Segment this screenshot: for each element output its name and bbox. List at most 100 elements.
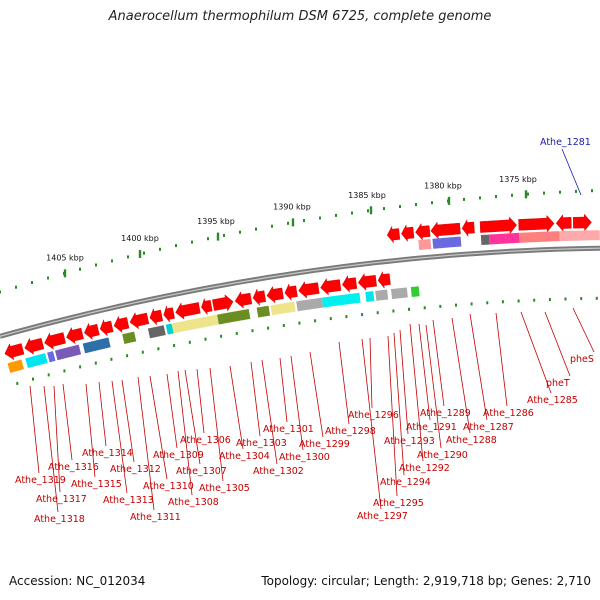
gene-arrow [386,225,401,244]
outer-tick-mark [191,240,193,244]
feature-color-block [25,353,48,369]
inner-tick-mark [94,361,97,365]
feature-color-block [270,301,296,316]
inner-tick-mark [486,301,489,305]
outer-tick-mark [143,251,145,255]
outer-tick-mark [463,197,465,201]
gene-label: Athe_1286 [483,408,534,419]
scale-label: 1390 kbp [273,203,311,212]
label-leader-line [572,307,595,353]
outer-tick-mark [175,244,177,248]
gene-arrow [415,222,431,241]
outer-tick-mark [287,221,289,225]
feature-color-block [432,236,462,249]
outer-tick-ring [0,189,593,294]
feature-color-block [7,359,24,373]
map-title: Anaerocellum thermophilum DSM 6725, comp… [108,9,492,24]
gene-arrow [84,322,100,340]
inner-tick-mark [595,296,598,300]
label-leader-line [425,324,442,449]
gene-label: Athe_1296 [348,410,399,421]
inner-tick-mark [470,302,473,306]
gene-label: Athe_1294 [380,477,431,488]
inner-tick-mark [501,300,504,304]
gene-label: Athe_1318 [34,514,85,525]
feature-color-block [296,297,324,312]
gene-arrow [518,214,555,233]
label-leader-line [85,383,96,478]
outer-tick-mark [127,255,129,259]
label-leader-line [43,385,59,513]
label-leader-line [250,361,261,437]
accession-label: Accession: [9,574,73,588]
inner-tick-mark [220,334,223,338]
label-leader-line [338,341,350,425]
gene-label: Athe_1297 [357,511,408,522]
gene-label: Athe_1312 [110,464,161,475]
outer-tick-mark [159,247,161,251]
gene-label: Athe_1314 [82,448,133,459]
inner-tick-mark [298,321,301,325]
feature-color-block [47,351,56,363]
gene-track [4,213,593,361]
outer-tick-mark [415,203,417,207]
gene-label: Athe_1300 [279,452,330,463]
gene-label: Athe_1316 [48,462,99,473]
inner-tick-ring [16,296,598,385]
label-leader-line [62,383,73,461]
label-leader-line [290,355,304,451]
outer-tick-mark [527,192,529,196]
genome-summary: Topology: circular; Length: 2,919,718 bp… [261,574,591,588]
outer-tick-mark [399,205,401,208]
gene-label: Athe_1295 [373,498,424,509]
label-leader-line [309,351,324,438]
label-leader-line [177,370,193,496]
outer-tick-mark [479,196,481,200]
outer-tick-mark [367,209,369,213]
inner-tick-mark [548,298,551,302]
inner-tick-mark [47,373,50,377]
length-separator: ; [502,574,511,588]
gene-label: Athe_1304 [219,451,270,462]
outer-tick-mark [207,237,209,241]
inner-tick-mark [79,365,82,369]
label-leader-line [469,313,488,421]
label-leader-line [209,367,224,482]
label-leader-line [418,323,431,421]
inner-tick-mark [16,381,19,385]
inner-tick-mark [361,313,364,317]
inner-tick-mark [439,304,442,308]
gene-label: Athe_1315 [71,479,122,490]
outer-tick-mark [15,285,17,289]
gene-label: Athe_1287 [463,422,514,433]
gene-arrow [555,214,572,232]
accession-value: NC_012034 [76,574,146,588]
genes-value: 2,710 [556,574,591,588]
gene-label: Athe_1290 [417,450,468,461]
feature-color-block [82,337,111,354]
gene-label: Athe_1317 [36,494,87,505]
feature-color-block [217,309,251,325]
gene-label: Athe_1293 [384,436,435,447]
genes-label: Genes: [510,574,553,588]
gene-arrow [252,288,267,307]
gene-arrow [479,216,517,235]
label-leader-line [561,148,582,196]
inner-tick-mark [455,303,457,307]
inner-tick-mark [110,357,113,361]
outer-tick-mark [271,224,273,228]
scale-label: 1400 kbp [121,234,159,243]
gene-arrow [212,294,234,312]
topology-separator: ; [365,574,374,588]
inner-tick-mark [188,340,191,344]
feature-color-block [488,232,520,245]
gene-label: Athe_1311 [130,512,181,523]
gene-arrow [377,271,391,289]
gene-label: Athe_1291 [406,422,457,433]
outer-tick-mark [47,276,49,280]
label-leader-line [53,385,61,493]
gene-arrow [430,221,461,240]
inner-tick-mark [345,315,348,319]
gene-label: Athe_1310 [143,481,194,492]
outer-tick-mark [559,190,561,194]
